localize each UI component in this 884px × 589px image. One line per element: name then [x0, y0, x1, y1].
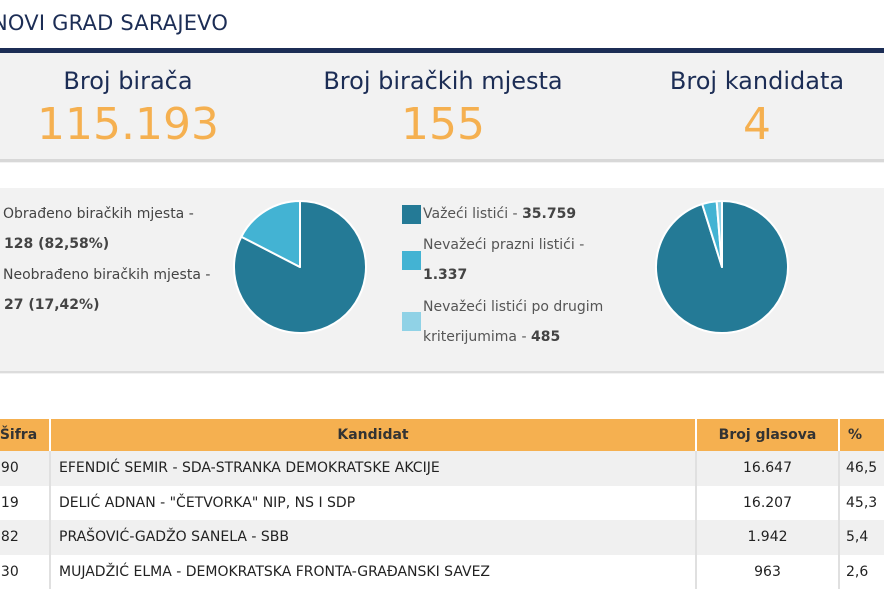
stats-divider	[0, 159, 884, 162]
ballots-slice-2[interactable]	[715, 200, 723, 268]
stat-candidates-label: Broj kandidata	[669, 67, 845, 95]
stat-polling-stations: Broj biračkih mjesta 155	[318, 53, 568, 150]
unprocessed-label: Neobrađeno biračkih mjesta -	[3, 267, 211, 283]
cell-votes: 16.207	[696, 485, 840, 520]
stat-voters-label: Broj birača	[63, 67, 193, 95]
legend-valid: Važeći listići - 35.759	[423, 206, 576, 222]
cell-votes: 963	[696, 554, 840, 589]
header-percent[interactable]: %	[839, 419, 884, 451]
charts-panel: Obrađeno biračkih mjesta - 128 (82,58%) …	[0, 188, 884, 374]
cell-code: 930	[0, 554, 51, 589]
cell-percent: 2,6	[839, 554, 884, 589]
stat-polling-stations-label: Broj biračkih mjesta	[323, 67, 563, 95]
cell-code: 182	[0, 520, 51, 555]
cell-percent: 45,3	[839, 485, 884, 520]
charts-divider	[0, 371, 884, 373]
cell-percent: 5,4	[839, 520, 884, 555]
processed-value: 128 (82,58%)	[4, 236, 110, 252]
unprocessed-value: 27 (17,42%)	[4, 297, 100, 313]
processed-pie-chart	[233, 200, 367, 334]
stat-candidates: Broj kandidata 4	[657, 53, 857, 150]
legend-valid-value: 35.759	[522, 206, 577, 222]
table-row: 930 MUJADŽIĆ ELMA - DEMOKRATSKA FRONTA-G…	[0, 554, 884, 589]
legend-swatch-other	[402, 312, 421, 331]
table-row: 090 EFENDIĆ SEMIR - SDA-STRANKA DEMOKRAT…	[0, 451, 884, 486]
cell-code: 019	[0, 485, 51, 520]
table-row: 182 PRAŠOVIĆ-GADŽO SANELA - SBB 1.942 5,…	[0, 520, 884, 555]
results-table-wrap: Šifra Kandidat Broj glasova % 090 EFENDI…	[0, 419, 884, 589]
cell-candidate: PRAŠOVIĆ-GADŽO SANELA - SBB	[50, 520, 697, 555]
legend-swatch-valid	[402, 205, 421, 224]
legend-valid-label: Važeći listići -	[423, 206, 523, 222]
cell-candidate: MUJADŽIĆ ELMA - DEMOKRATSKA FRONTA-GRAĐA…	[50, 554, 697, 589]
legend-blank-value: 1.337	[423, 267, 468, 283]
legend-swatch-blank	[402, 251, 421, 270]
legend-other: kriterijumima - 485	[423, 329, 560, 345]
ballots-pie-chart	[655, 200, 789, 334]
processed-slice-1[interactable]	[240, 200, 301, 268]
page-header: NOVI GRAD SARAJEVO	[0, 0, 884, 53]
summary-stats: Broj birača 115.193 Broj biračkih mjesta…	[0, 53, 884, 163]
header-divider	[0, 48, 884, 53]
cell-candidate: DELIĆ ADNAN - "ČETVORKA" NIP, NS I SDP	[50, 485, 697, 520]
header-code[interactable]: Šifra	[0, 419, 51, 451]
legend-blank-label: Nevažeći prazni listići -	[423, 237, 585, 253]
legend-other-label-line1: Nevažeći listići po drugim	[423, 299, 604, 315]
page-title: NOVI GRAD SARAJEVO	[0, 11, 229, 35]
header-candidate[interactable]: Kandidat	[50, 419, 697, 451]
processed-label: Obrađeno biračkih mjesta -	[3, 206, 194, 222]
table-header-row: Šifra Kandidat Broj glasova %	[0, 419, 884, 451]
cell-code: 090	[0, 451, 51, 486]
table-row: 019 DELIĆ ADNAN - "ČETVORKA" NIP, NS I S…	[0, 485, 884, 520]
legend-other-value: 485	[530, 329, 561, 345]
stat-voters: Broj birača 115.193	[28, 53, 228, 150]
cell-votes: 1.942	[696, 520, 840, 555]
stat-polling-stations-value: 155	[401, 99, 485, 150]
results-table: Šifra Kandidat Broj glasova % 090 EFENDI…	[0, 419, 884, 589]
cell-votes: 16.647	[696, 451, 840, 486]
stat-candidates-value: 4	[743, 99, 771, 150]
header-votes[interactable]: Broj glasova	[696, 419, 840, 451]
cell-percent: 46,5	[839, 451, 884, 486]
cell-candidate: EFENDIĆ SEMIR - SDA-STRANKA DEMOKRATSKE …	[50, 451, 697, 486]
legend-other-label-line2: kriterijumima -	[423, 329, 531, 345]
stat-voters-value: 115.193	[37, 99, 219, 150]
